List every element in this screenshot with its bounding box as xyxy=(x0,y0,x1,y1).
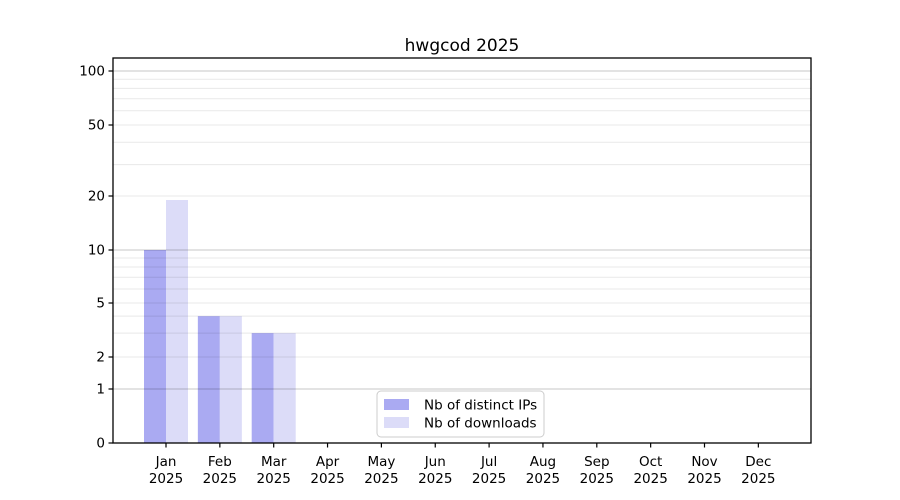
x-tick-label-month: Dec xyxy=(745,454,771,470)
x-tick-label-month: Feb xyxy=(208,454,232,470)
bar-mar-ips xyxy=(251,333,274,443)
x-tick-label-year: 2025 xyxy=(364,471,398,487)
x-tick-label-year: 2025 xyxy=(257,471,291,487)
x-tick-label-month: Apr xyxy=(316,454,340,470)
legend: Nb of distinct IPs Nb of downloads xyxy=(376,390,545,438)
x-tick-label-month: Sep xyxy=(584,454,609,470)
x-tick-label-year: 2025 xyxy=(526,471,560,487)
x-tick-label-year: 2025 xyxy=(741,471,775,487)
x-tick-label-month: Mar xyxy=(261,454,287,470)
chart-title: hwgcod 2025 xyxy=(405,36,520,56)
legend-label: Nb of downloads xyxy=(424,416,537,432)
legend-label: Nb of distinct IPs xyxy=(424,398,537,414)
y-tick-label: 10 xyxy=(88,243,105,259)
x-tick-label-year: 2025 xyxy=(203,471,237,487)
x-tick-label-month: Jun xyxy=(424,454,446,470)
y-tick-label: 50 xyxy=(88,118,105,134)
bar-jan-downloads xyxy=(166,199,188,443)
x-tick-label-month: Oct xyxy=(639,454,662,470)
bar-feb-ips xyxy=(197,316,220,443)
x-tick-label-year: 2025 xyxy=(633,471,667,487)
x-tick-label-year: 2025 xyxy=(580,471,614,487)
legend-swatch-ips xyxy=(384,399,409,410)
y-tick-label: 0 xyxy=(96,436,105,452)
x-tick-label-year: 2025 xyxy=(687,471,721,487)
x-tick-label-month: Jul xyxy=(480,454,497,470)
x-tick-label-month: Nov xyxy=(691,454,717,470)
legend-box xyxy=(376,390,545,438)
bar-feb-downloads xyxy=(219,316,242,443)
x-tick-label-month: May xyxy=(367,454,395,470)
x-tick-label-year: 2025 xyxy=(472,471,506,487)
legend-swatch-downloads xyxy=(384,417,409,428)
x-tick-label-year: 2025 xyxy=(418,471,452,487)
y-tick-label: 2 xyxy=(96,350,105,366)
bar-mar-downloads xyxy=(273,333,296,443)
y-tick-label: 1 xyxy=(96,382,105,398)
bar-jan-ips xyxy=(144,250,166,443)
x-tick-label-month: Aug xyxy=(530,454,556,470)
y-tick-label: 5 xyxy=(96,296,105,312)
x-tick-label-year: 2025 xyxy=(310,471,344,487)
y-tick-label: 20 xyxy=(88,189,105,205)
x-tick-label-year: 2025 xyxy=(149,471,183,487)
x-tick-label-month: Jan xyxy=(155,454,177,470)
y-tick-label: 100 xyxy=(79,64,105,80)
